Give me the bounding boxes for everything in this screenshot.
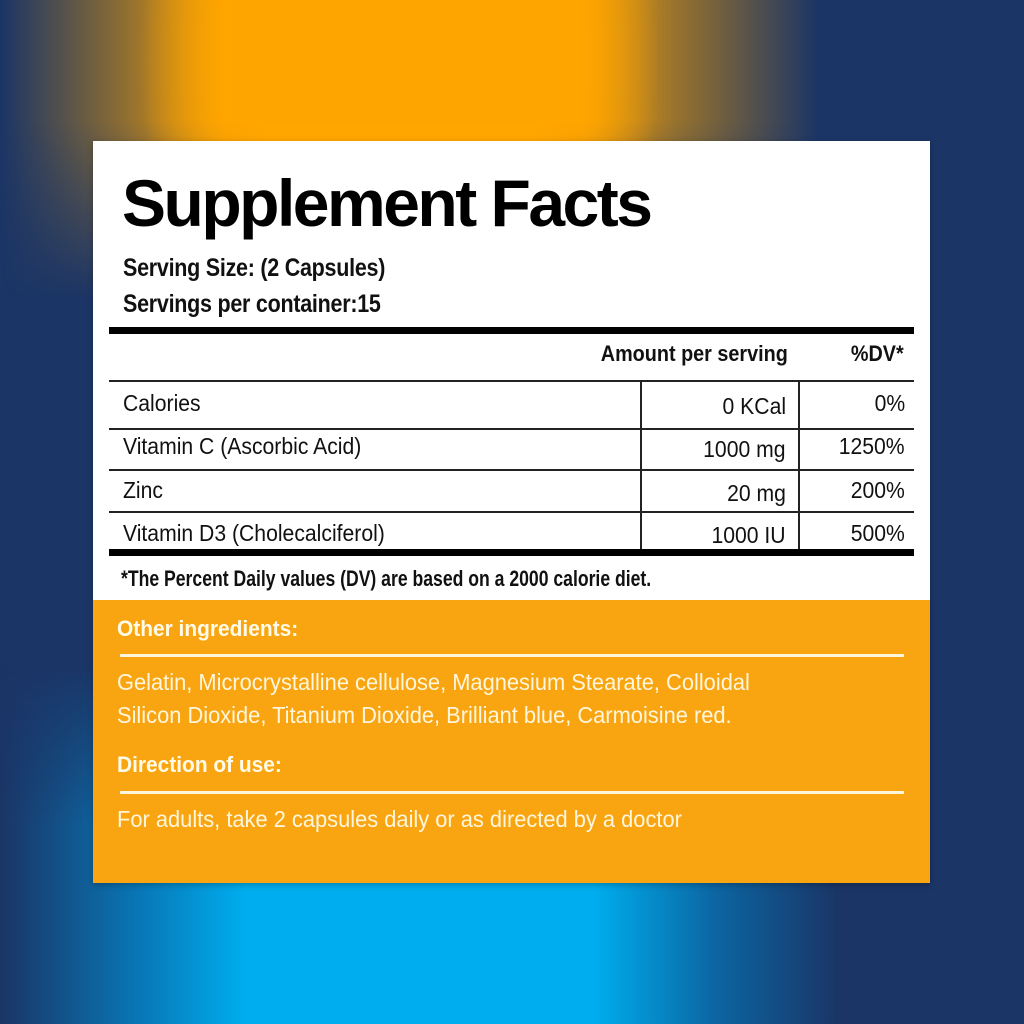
direction-of-use-text: For adults, take 2 capsules daily or as …	[117, 806, 682, 832]
row-divider	[109, 511, 914, 513]
nutrient-dv: 1250%	[839, 433, 905, 459]
label-title: Supplement Facts	[122, 166, 653, 240]
other-ingredients-heading: Other ingredients:	[117, 616, 299, 641]
table-bottom-rule	[109, 549, 914, 556]
nutrient-dv: 200%	[850, 477, 905, 503]
column-divider-amount	[640, 380, 642, 549]
nutrient-amount: 1000 mg	[703, 436, 786, 462]
servings-per-container: Servings per container:15	[123, 290, 381, 318]
nutrient-name: Calories	[123, 390, 201, 416]
serving-size: Serving Size: (2 Capsules)	[123, 254, 386, 282]
ingredients-panel: Other ingredients: Gelatin, Microcrystal…	[93, 600, 930, 883]
row-divider	[109, 469, 914, 471]
nutrient-dv: 0%	[874, 390, 905, 416]
column-divider-dv	[798, 380, 800, 549]
header-amount-per-serving: Amount per serving	[600, 341, 788, 366]
nutrient-name: Vitamin D3 (Cholecalciferol)	[123, 520, 385, 546]
direction-of-use-heading: Direction of use:	[117, 752, 282, 777]
nutrient-amount: 20 mg	[727, 480, 786, 506]
other-ingredients-line2: Silicon Dioxide, Titanium Dioxide, Brill…	[117, 702, 732, 728]
dv-footnote: *The Percent Daily values (DV) are based…	[121, 566, 652, 591]
nutrient-amount: 1000 IU	[711, 522, 786, 548]
table-top-rule	[109, 327, 914, 334]
nutrient-name: Vitamin C (Ascorbic Acid)	[123, 433, 362, 459]
other-ingredients-line1: Gelatin, Microcrystalline cellulose, Mag…	[117, 669, 750, 695]
nutrient-name: Zinc	[123, 477, 163, 503]
nutrient-dv: 500%	[850, 520, 905, 546]
nutrient-amount: 0 KCal	[722, 393, 786, 419]
direction-divider	[120, 791, 904, 794]
row-divider	[109, 428, 914, 430]
other-ingredients-divider	[120, 654, 904, 657]
supplement-facts-label: Supplement Facts Serving Size: (2 Capsul…	[93, 141, 930, 883]
header-percent-dv: %DV*	[851, 341, 904, 366]
row-divider	[109, 380, 914, 382]
